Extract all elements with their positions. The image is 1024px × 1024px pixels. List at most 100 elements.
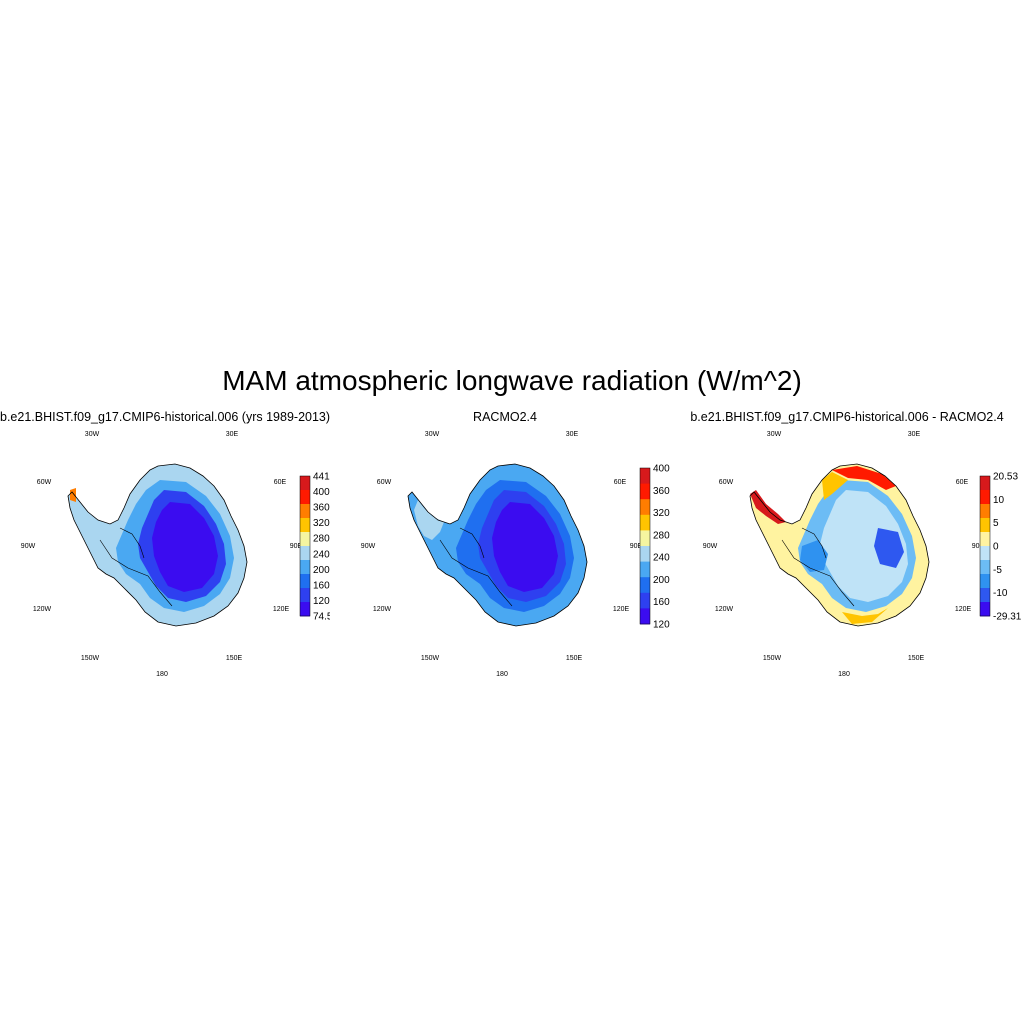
ice-shelf-line: [119, 527, 145, 559]
field-shading: [408, 464, 587, 626]
longitude-label: 150E: [908, 655, 925, 662]
ice-shelf-line: [781, 539, 855, 607]
panel-title: RACMO2.4: [473, 410, 537, 424]
colorbar-label: 120: [653, 620, 670, 631]
longitude-label: 90W: [361, 543, 376, 550]
colorbar-swatch: [640, 561, 650, 578]
colorbar-label: -10: [993, 588, 1008, 599]
colorbar-label: 200: [313, 565, 330, 576]
colorbar-swatch: [300, 560, 310, 575]
peninsula-tip-shade: [70, 488, 76, 502]
longitude-label: 180: [156, 671, 168, 678]
coastline: [407, 463, 588, 627]
colorbar-swatch: [640, 592, 650, 609]
panel-difference: b.e21.BHIST.f09_g17.CMIP6-historical.006…: [682, 410, 1021, 680]
colorbar-swatch: [640, 546, 650, 562]
longitude-label: 90E: [290, 543, 303, 550]
field-shading: [750, 464, 929, 626]
longitude-label: 180: [496, 671, 508, 678]
longitude-label: 30W: [85, 431, 100, 438]
antarctica-map: 30W 30E 60W 60E 90W 90E 120W 120E 150W 150E 180 441…: [21, 431, 330, 678]
colorbar-label: 200: [653, 575, 670, 586]
south-warm-shade: [842, 608, 888, 624]
core-shade: [492, 502, 558, 592]
colorbar-swatch: [640, 499, 650, 516]
colorbar-label: 360: [313, 503, 330, 514]
north-positive-shade: [832, 466, 896, 490]
longitude-label: 150E: [226, 655, 243, 662]
panel-model: b.e21.BHIST.f09_g17.CMIP6-historical.006…: [0, 410, 330, 680]
longitude-label: 30W: [425, 431, 440, 438]
longitude-label: 120E: [613, 606, 630, 613]
colorbar-swatch: [300, 602, 310, 617]
colorbar-swatch: [300, 546, 310, 561]
longitude-label: 150W: [763, 655, 782, 662]
figure-title: MAM atmospheric longwave radiation (W/m^…: [222, 365, 802, 396]
colorbar-swatch: [300, 518, 310, 533]
colorbar-swatch: [300, 490, 310, 505]
ice-shelf-line: [99, 539, 173, 607]
longitude-label: 90E: [972, 543, 985, 550]
colorbar-swatch: [640, 577, 650, 594]
longitude-label: 120E: [955, 606, 972, 613]
longitude-label: 90W: [703, 543, 718, 550]
longitude-label: 60E: [614, 479, 627, 486]
colorbar-label: 74.5: [313, 612, 330, 623]
core-shade: [152, 502, 218, 592]
colorbar-swatch: [980, 546, 990, 561]
colorbar-frame: [639, 467, 651, 625]
longitude-label: 150W: [81, 655, 100, 662]
colorbar-label: 240: [313, 549, 330, 560]
colorbar-label: 160: [313, 580, 330, 591]
antarctica-map: 30W 30E 60W 60E 90W 90E 120W 120E 150W 150E 180 20.…: [703, 431, 1022, 678]
longitude-label: 30W: [767, 431, 782, 438]
colorbar-swatch: [640, 514, 650, 531]
longitude-label: 60E: [956, 479, 969, 486]
longitude-label: 90W: [21, 543, 36, 550]
colorbar-label: 5: [993, 518, 999, 529]
colorbar: 20.53 10 5 0 -5 -10 -29.31: [979, 472, 1022, 623]
colorbar-swatch: [980, 588, 990, 603]
colorbar-label: 160: [653, 597, 670, 608]
colorbar-swatch: [640, 530, 650, 547]
longitude-label: 120W: [373, 606, 392, 613]
colorbar-swatch: [980, 518, 990, 533]
colorbar-swatch: [300, 588, 310, 603]
colorbar-label: 320: [653, 508, 670, 519]
colorbar-swatch: [300, 532, 310, 547]
longitude-label: 150E: [566, 655, 583, 662]
colorbar-label: 441.8: [313, 472, 330, 483]
longitude-label: 30E: [226, 431, 239, 438]
longitude-label: 150W: [421, 655, 440, 662]
ice-shelf-line: [801, 527, 827, 559]
colorbar-label: 400: [313, 487, 330, 498]
longitude-label: 60W: [377, 479, 392, 486]
longitude-label: 60E: [274, 479, 287, 486]
colorbar-swatch: [640, 468, 650, 484]
longitude-label: 30E: [908, 431, 921, 438]
longitude-label: 120W: [715, 606, 734, 613]
colorbar-swatch: [300, 476, 310, 491]
colorbar-label: 0: [993, 542, 999, 553]
colorbar-label: 400: [653, 464, 670, 475]
colorbar-swatch: [980, 602, 990, 617]
coastline: [749, 463, 930, 627]
colorbar-swatch: [980, 476, 990, 491]
colorbar-label: -5: [993, 565, 1002, 576]
colorbar-label: 120: [313, 596, 330, 607]
east-negative-shade: [874, 528, 904, 568]
coastline: [67, 463, 248, 627]
colorbar-swatch: [640, 608, 650, 625]
colorbar: 400 360 320 280 240 200 160 120: [639, 464, 670, 631]
colorbar-swatch: [300, 504, 310, 519]
peninsula-shade: [414, 500, 444, 540]
colorbar-swatch: [980, 560, 990, 575]
colorbar-label: 280: [653, 530, 670, 541]
colorbar-label: 20.53: [993, 472, 1018, 483]
colorbar: 441.8 400 360 320 280 240 200 160 120 74.5: [299, 472, 330, 623]
panel-title: b.e21.BHIST.f09_g17.CMIP6-historical.006…: [0, 410, 331, 424]
antarctica-map: 30W 30E 60W 60E 90W 90E 120W 120E 150W 150E 180 400…: [361, 431, 670, 678]
colorbar-swatch: [300, 574, 310, 589]
ross-negative-shade: [800, 540, 828, 572]
colorbar-frame: [299, 475, 311, 617]
